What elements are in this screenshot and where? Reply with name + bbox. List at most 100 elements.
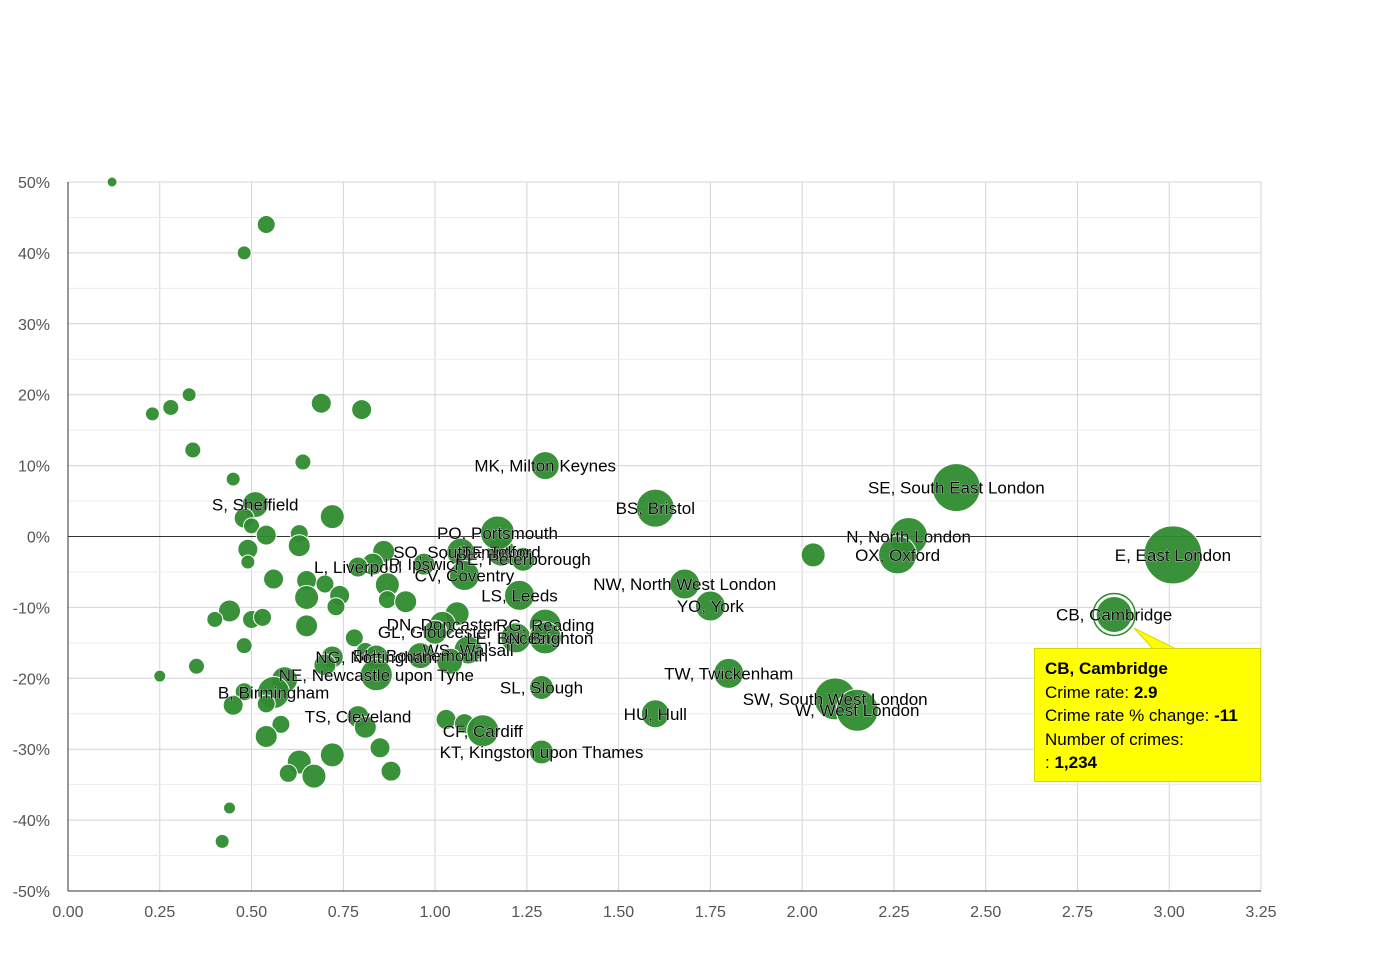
tooltip-count-value: 1,234 [1054,753,1098,772]
bubble[interactable] [236,245,252,261]
x-tick-label: 1.50 [603,904,634,921]
bubble[interactable] [214,833,230,849]
bubble[interactable] [144,406,160,422]
tooltip-count-prefix: : [1045,753,1050,772]
bubble[interactable] [504,579,536,611]
bubble[interactable] [380,760,402,782]
bubble-label: NG, Nottingham [315,648,437,667]
bubble[interactable] [369,737,391,759]
bubble[interactable] [187,657,205,675]
bubble[interactable] [310,392,332,414]
bubble[interactable] [162,398,180,416]
bubble[interactable] [394,590,418,614]
bubble[interactable] [835,688,879,732]
bubble[interactable] [530,451,560,481]
bubble[interactable] [377,590,397,610]
bubble[interactable] [351,399,373,421]
bubble[interactable] [271,714,291,734]
bubble[interactable] [294,453,312,471]
y-tick-label: 40% [18,246,50,263]
bubble[interactable] [255,524,277,546]
bubble[interactable] [243,517,261,535]
bubble[interactable] [287,534,311,558]
bubble[interactable] [347,556,369,578]
bubble[interactable] [184,441,202,459]
bubble[interactable] [256,215,276,235]
bubble[interactable] [1143,525,1203,585]
bubble-label: WS, Walsall [423,641,514,660]
bubble-label: PE, Peterborough [456,550,591,569]
bubble-label: SL, Slough [500,679,583,698]
bubble[interactable] [344,628,364,648]
bubble[interactable] [295,614,319,638]
bubble[interactable] [529,675,555,701]
bubble[interactable] [359,658,393,692]
bubble[interactable] [313,653,337,677]
bubble[interactable] [479,515,515,551]
bubble[interactable] [669,568,701,600]
bubble[interactable] [153,669,167,683]
tooltip-pointer [1134,628,1178,650]
bubble[interactable] [931,463,981,513]
bubble[interactable] [223,801,237,815]
bubble[interactable] [234,682,254,702]
bubble[interactable] [319,504,345,530]
y-tick-label: 30% [18,317,50,334]
bubble[interactable] [448,559,480,591]
bubble[interactable] [106,176,118,188]
bubble-label: B, Birmingham [218,683,329,702]
bubble[interactable] [466,714,500,748]
bubble[interactable] [294,584,320,610]
bubble[interactable] [640,699,670,729]
tooltip-rate-row: Crime rate: 2.9 [1045,681,1250,705]
bubble[interactable] [225,471,241,487]
bubble[interactable] [878,535,918,575]
bubble-label: IP, Ipswich [384,555,464,574]
bubble[interactable] [315,574,335,594]
y-tick-label: 10% [18,459,50,476]
bubble-label: BH, Bournemouth [353,647,488,666]
bubble[interactable] [406,642,434,670]
bubble[interactable] [713,657,745,689]
bubble[interactable] [206,610,224,628]
bubble-label: TW, Twickenham [664,664,793,683]
y-tick-label: -50% [13,884,50,901]
bubble[interactable] [510,546,536,572]
y-tick-label: 20% [18,388,50,405]
tooltip-count-label: Number of crimes: [1045,729,1184,749]
bubble[interactable] [301,763,327,789]
bubble[interactable] [253,607,273,627]
bubble[interactable] [222,694,244,716]
bubble-label: CF, Cardiff [443,722,523,741]
bubble[interactable] [218,599,242,623]
bubble[interactable] [181,387,197,403]
bubble[interactable] [412,552,436,576]
x-tick-label: 2.00 [787,904,818,921]
bubble[interactable] [800,542,826,568]
x-tick-label: 3.25 [1245,904,1276,921]
bubble[interactable] [694,590,726,622]
bubble[interactable] [256,694,276,714]
y-tick-label: -10% [13,600,50,617]
bubble[interactable] [278,763,298,783]
tooltip-rate-label: Crime rate: [1045,682,1130,702]
bubble-label: SW, South West London [743,690,928,709]
bubble[interactable] [319,742,345,768]
bubble[interactable] [635,488,675,528]
bubble-label: GL, Gloucester [378,623,493,642]
bubble-label: S, Sheffield [212,496,299,515]
bubbles [106,176,1203,849]
bubble[interactable] [263,568,285,590]
bubble[interactable] [235,637,253,655]
bubble[interactable] [1095,595,1133,633]
bubble[interactable] [353,715,377,739]
bubble[interactable] [326,597,346,617]
bubble-label: TS, Cleveland [305,708,412,727]
bubble[interactable] [528,621,562,655]
bubble[interactable] [254,724,278,748]
bubble[interactable] [240,554,256,570]
bubble[interactable] [422,619,448,645]
bubble[interactable] [436,647,464,675]
bubble[interactable] [529,739,555,765]
